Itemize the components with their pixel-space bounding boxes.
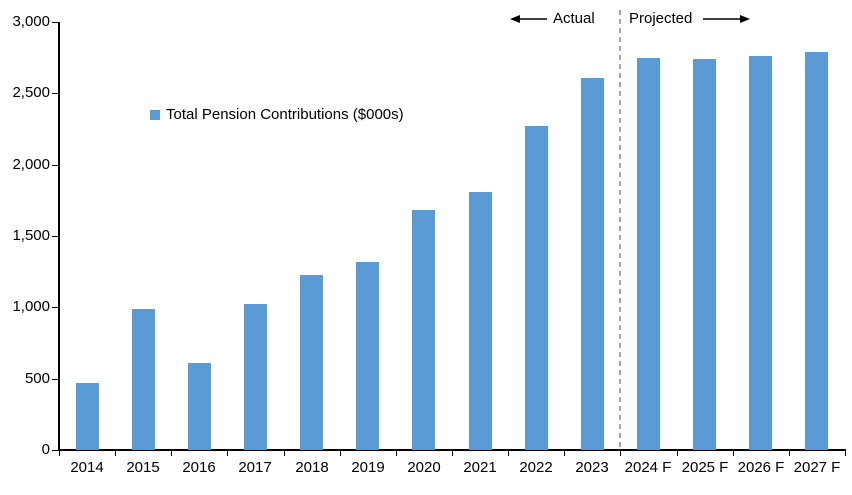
x-tick-label: 2021	[463, 459, 497, 476]
y-tick-label: 500	[24, 370, 50, 387]
y-tick-mark	[52, 450, 58, 451]
y-tick-label: 2,500	[12, 84, 50, 101]
y-tick-label: 1,000	[12, 298, 50, 315]
x-tick-mark	[284, 451, 285, 456]
x-tick-label: 2016	[182, 459, 216, 476]
x-axis-line	[58, 449, 846, 451]
y-tick-label: 2,000	[12, 156, 50, 173]
x-tick-mark	[452, 451, 453, 456]
right-arrow-icon	[703, 15, 750, 23]
x-tick-label: 2024 F	[624, 459, 672, 476]
legend-label: Total Pension Contributions ($000s)	[166, 106, 404, 123]
bar-2015	[132, 309, 155, 450]
bar-2026-f	[749, 56, 772, 450]
bar-2023	[581, 78, 604, 450]
bar-2016	[188, 363, 211, 450]
legend-swatch-icon	[150, 110, 160, 120]
y-axis-line	[58, 22, 60, 451]
bar-2020	[412, 210, 435, 450]
bar-2014	[76, 383, 99, 450]
x-tick-mark	[508, 451, 509, 456]
x-tick-mark	[59, 451, 60, 456]
x-tick-label: 2015	[126, 459, 160, 476]
x-tick-label: 2020	[407, 459, 441, 476]
y-tick-label: 3,000	[12, 13, 50, 30]
x-tick-mark	[845, 451, 846, 456]
projected-label: Projected	[629, 10, 693, 27]
y-tick-mark	[52, 307, 58, 308]
legend: Total Pension Contributions ($000s)	[150, 106, 404, 124]
x-tick-label: 2027 F	[793, 459, 841, 476]
y-tick-mark	[52, 22, 58, 23]
actual-label: Actual	[553, 10, 595, 27]
y-tick-label: 0	[41, 441, 50, 458]
x-tick-label: 2023	[575, 459, 609, 476]
x-tick-mark	[733, 451, 734, 456]
y-tick-mark	[52, 379, 58, 380]
x-tick-label: 2026 F	[737, 459, 785, 476]
y-tick-mark	[52, 93, 58, 94]
y-tick-mark	[52, 236, 58, 237]
bar-2021	[469, 192, 492, 450]
x-tick-label: 2014	[70, 459, 104, 476]
bar-2019	[356, 262, 379, 450]
bar-2018	[300, 275, 323, 450]
x-tick-mark	[789, 451, 790, 456]
x-tick-label: 2022	[519, 459, 553, 476]
bar-2027-f	[805, 52, 828, 450]
bar-2022	[525, 126, 548, 450]
x-tick-label: 2018	[295, 459, 329, 476]
x-tick-mark	[677, 451, 678, 456]
x-tick-mark	[227, 451, 228, 456]
x-tick-mark	[115, 451, 116, 456]
left-arrow-icon	[510, 15, 547, 23]
x-tick-label: 2019	[351, 459, 385, 476]
y-tick-mark	[52, 165, 58, 166]
y-tick-label: 1,500	[12, 227, 50, 244]
actual-projected-divider	[619, 10, 621, 450]
x-tick-mark	[396, 451, 397, 456]
x-tick-mark	[340, 451, 341, 456]
bar-2025-f	[693, 59, 716, 450]
bar-2017	[244, 304, 267, 450]
x-tick-mark	[171, 451, 172, 456]
x-tick-mark	[620, 451, 621, 456]
x-tick-mark	[564, 451, 565, 456]
bar-2024-f	[637, 58, 660, 450]
x-tick-label: 2025 F	[681, 459, 729, 476]
x-tick-label: 2017	[238, 459, 272, 476]
